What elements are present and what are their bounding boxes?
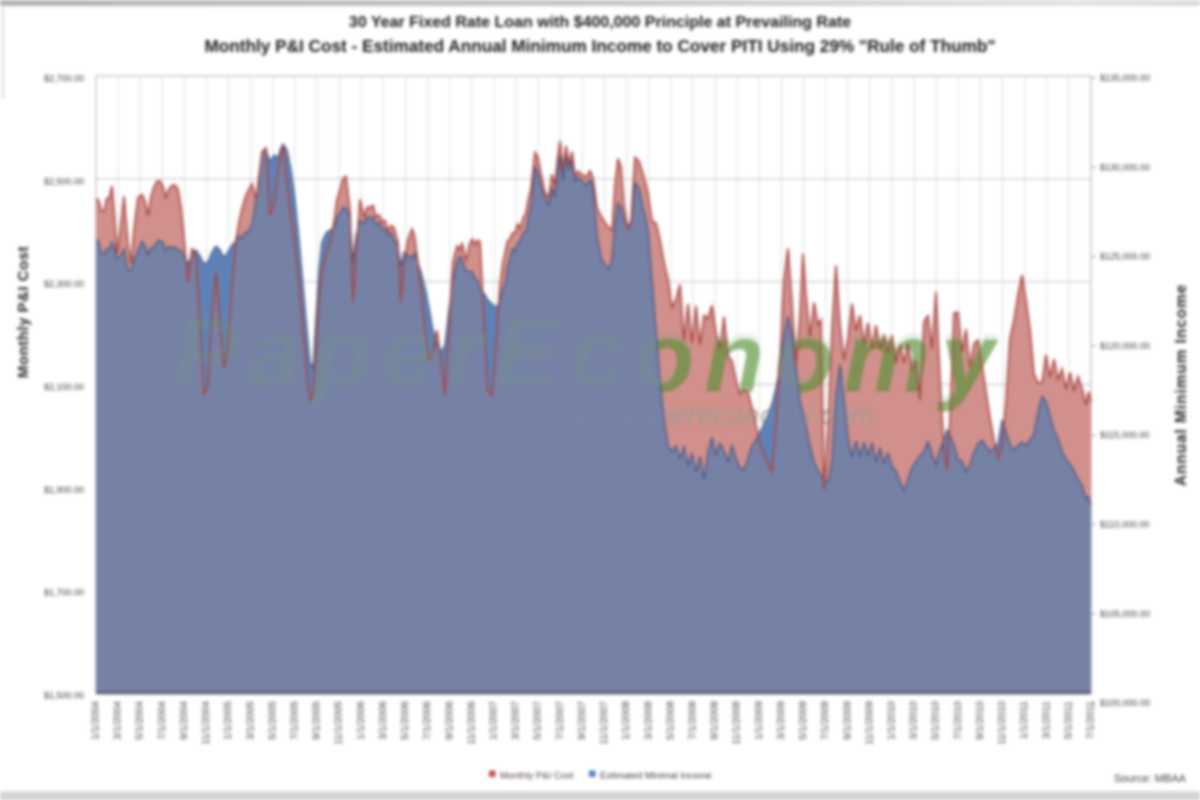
svg-text:$135,000.00: $135,000.00 — [1100, 73, 1150, 83]
svg-text:11/1/2010: 11/1/2010 — [997, 701, 1008, 745]
svg-text:Annual Minimum Income: Annual Minimum Income — [1173, 284, 1190, 486]
svg-text:1/1/2009: 1/1/2009 — [754, 701, 765, 740]
svg-text:3/1/2006: 3/1/2006 — [378, 701, 389, 740]
svg-text:11/1/2007: 11/1/2007 — [599, 701, 610, 745]
svg-text:9/1/2005: 9/1/2005 — [312, 701, 323, 740]
svg-text:1/1/2008: 1/1/2008 — [621, 701, 632, 740]
svg-text:Estimated Minimal Income: Estimated Minimal Income — [600, 771, 711, 782]
svg-text:$110,000.00: $110,000.00 — [1100, 520, 1149, 530]
svg-text:5/1/2010: 5/1/2010 — [931, 701, 942, 740]
svg-text:1/1/2007: 1/1/2007 — [489, 701, 500, 740]
svg-text:Source: MBAA: Source: MBAA — [1114, 773, 1187, 785]
svg-text:7/1/2009: 7/1/2009 — [820, 701, 831, 740]
svg-text:5/1/2006: 5/1/2006 — [400, 701, 411, 740]
svg-text:7/1/2010: 7/1/2010 — [953, 701, 964, 740]
svg-text:7/1/2011: 7/1/2011 — [1086, 701, 1097, 740]
svg-text:3/1/2011: 3/1/2011 — [1041, 701, 1052, 740]
svg-text:3/1/2008: 3/1/2008 — [643, 701, 654, 740]
svg-text:11/1/2006: 11/1/2006 — [466, 701, 477, 745]
svg-text:$2,300.00: $2,300.00 — [44, 279, 84, 289]
svg-text:11/1/2005: 11/1/2005 — [334, 701, 345, 745]
svg-text:7/1/2007: 7/1/2007 — [555, 701, 566, 740]
svg-text:9/1/2006: 9/1/2006 — [444, 701, 455, 740]
svg-text:7/1/2008: 7/1/2008 — [688, 701, 699, 740]
svg-text:9/1/2010: 9/1/2010 — [975, 701, 986, 740]
svg-text:Monthly P&I Cost: Monthly P&I Cost — [15, 246, 32, 378]
svg-text:$105,000.00: $105,000.00 — [1100, 609, 1150, 619]
svg-text:7/1/2006: 7/1/2006 — [422, 701, 433, 740]
svg-text:7/1/2005: 7/1/2005 — [290, 701, 301, 740]
svg-text:9/1/2008: 9/1/2008 — [710, 701, 721, 740]
svg-text:3/1/2010: 3/1/2010 — [909, 701, 920, 740]
svg-text:$125,000.00: $125,000.00 — [1100, 252, 1150, 262]
svg-text:3/1/2005: 3/1/2005 — [245, 701, 256, 740]
svg-text:5/1/2008: 5/1/2008 — [665, 701, 676, 740]
svg-text:3/1/2007: 3/1/2007 — [511, 701, 522, 740]
svg-text:$100,000.00: $100,000.00 — [1100, 698, 1150, 708]
svg-text:3/1/2009: 3/1/2009 — [776, 701, 787, 740]
svg-text:11/1/2004: 11/1/2004 — [201, 701, 212, 745]
svg-text:$2,100.00: $2,100.00 — [44, 382, 84, 392]
svg-text:1/1/2005: 1/1/2005 — [223, 701, 234, 740]
svg-text:1/1/2011: 1/1/2011 — [1019, 701, 1030, 740]
svg-text:1/1/2006: 1/1/2006 — [356, 701, 367, 740]
svg-text:11/1/2008: 11/1/2008 — [732, 701, 743, 745]
svg-text:$130,000.00: $130,000.00 — [1100, 162, 1150, 172]
svg-text:5/1/2005: 5/1/2005 — [267, 701, 278, 740]
svg-text:1/1/2004: 1/1/2004 — [91, 701, 102, 740]
svg-text:9/1/2004: 9/1/2004 — [179, 701, 190, 740]
svg-text:11/1/2009: 11/1/2009 — [864, 701, 875, 745]
svg-text:Monthly P&I Cost: Monthly P&I Cost — [500, 771, 574, 782]
svg-text:5/1/2011: 5/1/2011 — [1063, 701, 1074, 740]
svg-text:5/1/2004: 5/1/2004 — [135, 701, 146, 740]
svg-text:7/1/2004: 7/1/2004 — [157, 701, 168, 740]
svg-text:$115,000.00: $115,000.00 — [1100, 430, 1149, 440]
svg-text:5/1/2009: 5/1/2009 — [798, 701, 809, 740]
svg-text:$1,900.00: $1,900.00 — [44, 485, 84, 495]
svg-text:$2,700.00: $2,700.00 — [44, 74, 84, 84]
svg-text:$1,700.00: $1,700.00 — [44, 588, 84, 598]
svg-text:1/1/2010: 1/1/2010 — [887, 701, 898, 740]
svg-text:$120,000.00: $120,000.00 — [1100, 341, 1150, 351]
svg-text:9/1/2007: 9/1/2007 — [577, 701, 588, 740]
svg-text:9/1/2009: 9/1/2009 — [842, 701, 853, 740]
svg-text:3/1/2004: 3/1/2004 — [113, 701, 124, 740]
svg-text:$2,500.00: $2,500.00 — [44, 176, 84, 186]
svg-text:5/1/2007: 5/1/2007 — [533, 701, 544, 740]
svg-text:$1,500.00: $1,500.00 — [44, 691, 84, 701]
